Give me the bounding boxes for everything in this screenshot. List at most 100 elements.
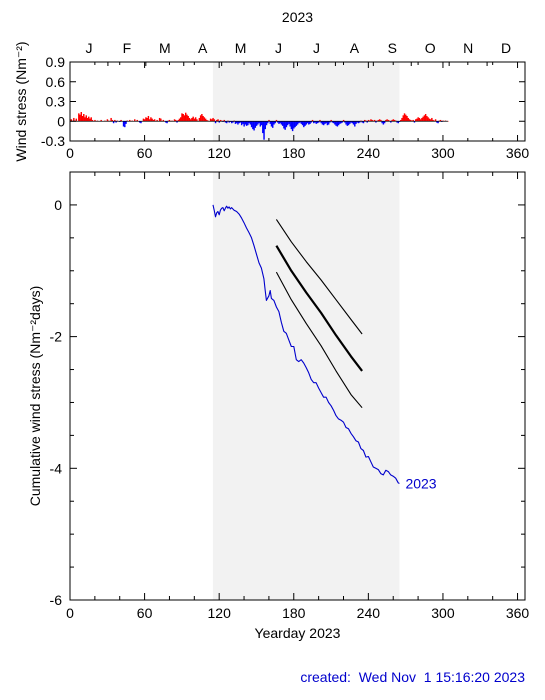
wind-stress-bar <box>124 121 126 128</box>
bottom-plot-frame <box>69 171 526 601</box>
created-timestamp: created: Wed Nov 1 15:16:20 2023 <box>300 669 525 685</box>
wind-stress-bar <box>382 121 385 125</box>
wind-stress-bar <box>332 121 335 124</box>
month-label: S <box>388 40 397 56</box>
month-label: M <box>159 40 171 56</box>
x-tick-label: 0 <box>66 145 74 161</box>
wind-stress-bar <box>254 121 257 128</box>
wind-stress-bar <box>209 118 212 122</box>
wind-stress-bar <box>437 121 439 124</box>
wind-stress-bar <box>296 121 299 125</box>
wind-stress-bar <box>327 121 330 125</box>
wind-stress-bar <box>264 121 266 130</box>
wind-stress-bar <box>192 116 194 122</box>
wind-stress-bar <box>228 121 230 123</box>
wind-stress-bar <box>305 121 308 125</box>
wind-stress-bar <box>334 121 336 125</box>
wind-stress-bar <box>138 121 141 123</box>
month-label: O <box>425 40 436 56</box>
wind-stress-bar <box>194 117 197 122</box>
wind-stress-bar <box>247 121 249 126</box>
wind-stress-bar <box>226 121 228 124</box>
wind-stress-bar <box>243 121 245 127</box>
wind-stress-bar <box>339 121 341 124</box>
wind-stress-bar <box>250 121 253 128</box>
wind-stress-bar <box>316 121 319 124</box>
wind-stress-bar <box>408 119 411 122</box>
wind-stress-bar <box>214 121 217 124</box>
wind-stress-bar <box>322 121 325 126</box>
wind-stress-bar <box>168 119 171 122</box>
wind-stress-bar <box>336 121 339 127</box>
top-y-axis-label: Wind stress (Nm⁻²) <box>13 41 29 161</box>
wind-stress-bar <box>188 117 191 122</box>
wind-stress-bar <box>173 119 176 122</box>
wind-stress-bar <box>342 119 345 122</box>
wind-stress-bar <box>111 119 114 122</box>
wind-stress-bar <box>401 117 403 122</box>
wind-stress-bar <box>362 121 365 124</box>
wind-stress-bar <box>350 121 352 123</box>
bottom-x-axis-label: Yearday 2023 <box>255 625 341 641</box>
wind-stress-bar <box>402 115 404 122</box>
wind-stress-bar <box>370 119 372 122</box>
month-label: M <box>235 40 247 56</box>
wind-stress-bar <box>175 119 177 122</box>
wind-stress-bar <box>290 121 293 130</box>
wind-stress-bar <box>313 121 315 124</box>
wind-stress-bar <box>355 121 357 124</box>
wind-stress-bar <box>223 119 225 122</box>
wind-stress-bar <box>112 121 115 124</box>
wind-stress-bar <box>423 115 426 122</box>
wind-stress-bar <box>196 119 198 122</box>
wind-stress-bar <box>224 121 227 123</box>
wind-stress-bar <box>413 121 416 123</box>
y-tick-label: -6 <box>50 592 63 608</box>
wind-stress-bar <box>240 121 243 126</box>
month-label: A <box>350 40 360 56</box>
wind-stress-bar <box>436 121 438 123</box>
x-tick-label: 60 <box>137 605 153 621</box>
x-tick-label: 300 <box>431 605 455 621</box>
wind-stress-bar <box>249 121 252 125</box>
series-2023-label: 2023 <box>405 475 436 491</box>
wind-stress-bar <box>285 121 288 128</box>
wind-stress-bar <box>115 121 117 123</box>
wind-stress-bar <box>83 114 85 122</box>
top-shaded-period <box>212 62 400 141</box>
wind-stress-bar <box>216 119 218 122</box>
wind-stress-bar <box>381 121 383 124</box>
wind-stress-bar <box>439 119 442 122</box>
wind-stress-bar <box>191 117 193 122</box>
month-label: N <box>463 40 473 56</box>
wind-stress-bar <box>213 119 216 122</box>
wind-stress-bar <box>344 121 346 123</box>
wind-stress-bar <box>329 121 331 123</box>
wind-stress-bar <box>136 119 138 122</box>
wind-stress-bar <box>244 121 247 125</box>
wind-stress-bar <box>308 121 310 125</box>
wind-stress-bar <box>79 114 81 122</box>
wind-stress-bar <box>314 121 316 123</box>
wind-stress-bar <box>125 121 127 124</box>
wind-stress-bar <box>309 121 311 124</box>
wind-stress-bar <box>375 121 377 123</box>
month-label: J <box>85 40 92 56</box>
wind-stress-bar <box>217 119 219 122</box>
wind-stress-bar <box>151 118 153 122</box>
wind-stress-bar <box>397 121 400 124</box>
wind-stress-bar <box>325 121 327 124</box>
wind-stress-bar <box>182 114 184 122</box>
wind-stress-bar <box>349 121 351 124</box>
wind-stress-bar <box>140 121 142 124</box>
wind-stress-bar <box>417 117 419 122</box>
wind-stress-bar <box>146 117 148 122</box>
wind-stress-bar <box>288 121 290 124</box>
wind-stress-bar <box>73 117 75 122</box>
y-tick-label: 0 <box>57 113 65 129</box>
series-2023-line <box>212 204 400 484</box>
wind-stress-bar <box>178 118 181 122</box>
wind-stress-bar <box>120 119 122 122</box>
wind-stress-bar <box>396 121 398 123</box>
